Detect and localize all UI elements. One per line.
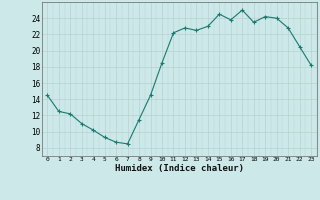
X-axis label: Humidex (Indice chaleur): Humidex (Indice chaleur) [115,164,244,173]
